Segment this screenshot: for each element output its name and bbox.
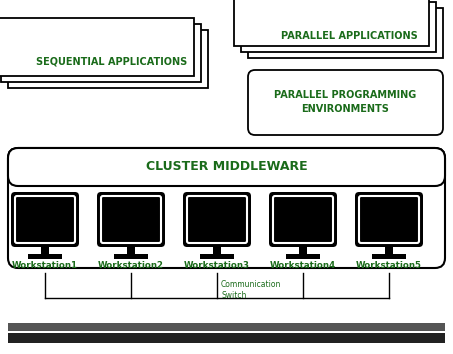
FancyBboxPatch shape bbox=[8, 148, 445, 186]
Text: SEQUENTIAL APPLICATIONS: SEQUENTIAL APPLICATIONS bbox=[36, 57, 188, 67]
Text: PARALLEL APPLICATIONS: PARALLEL APPLICATIONS bbox=[281, 31, 418, 41]
Bar bbox=[28, 254, 62, 259]
Bar bbox=[248, 8, 443, 58]
Bar bbox=[299, 247, 308, 254]
Text: CLUSTER MIDDLEWARE: CLUSTER MIDDLEWARE bbox=[146, 160, 307, 173]
FancyBboxPatch shape bbox=[187, 196, 247, 243]
Bar bbox=[8, 333, 445, 343]
Text: Workstation5: Workstation5 bbox=[356, 261, 422, 270]
Text: Workstation4: Workstation4 bbox=[270, 261, 336, 270]
Bar bbox=[200, 254, 234, 259]
FancyBboxPatch shape bbox=[273, 196, 333, 243]
Text: Workstation3: Workstation3 bbox=[184, 261, 250, 270]
Text: PARALLEL PROGRAMMING
ENVIRONMENTS: PARALLEL PROGRAMMING ENVIRONMENTS bbox=[275, 91, 417, 114]
Text: Workstation1: Workstation1 bbox=[12, 261, 78, 270]
FancyBboxPatch shape bbox=[15, 196, 75, 243]
Bar bbox=[286, 254, 320, 259]
FancyBboxPatch shape bbox=[355, 192, 423, 247]
FancyBboxPatch shape bbox=[101, 196, 161, 243]
Bar bbox=[1, 24, 201, 82]
Bar bbox=[41, 247, 49, 254]
Bar bbox=[212, 247, 222, 254]
Bar bbox=[126, 247, 135, 254]
FancyBboxPatch shape bbox=[359, 196, 419, 243]
Bar bbox=[0, 18, 194, 76]
FancyBboxPatch shape bbox=[8, 148, 445, 268]
Bar bbox=[234, 0, 429, 46]
Bar bbox=[385, 247, 393, 254]
FancyBboxPatch shape bbox=[97, 192, 165, 247]
FancyBboxPatch shape bbox=[248, 70, 443, 135]
Bar bbox=[8, 323, 445, 331]
Bar bbox=[8, 30, 208, 88]
Bar bbox=[372, 254, 406, 259]
FancyBboxPatch shape bbox=[11, 192, 79, 247]
FancyBboxPatch shape bbox=[183, 192, 251, 247]
Bar bbox=[241, 2, 436, 52]
Text: Communication
Switch: Communication Switch bbox=[221, 280, 281, 301]
Text: Workstation2: Workstation2 bbox=[98, 261, 164, 270]
Bar bbox=[114, 254, 148, 259]
FancyBboxPatch shape bbox=[269, 192, 337, 247]
